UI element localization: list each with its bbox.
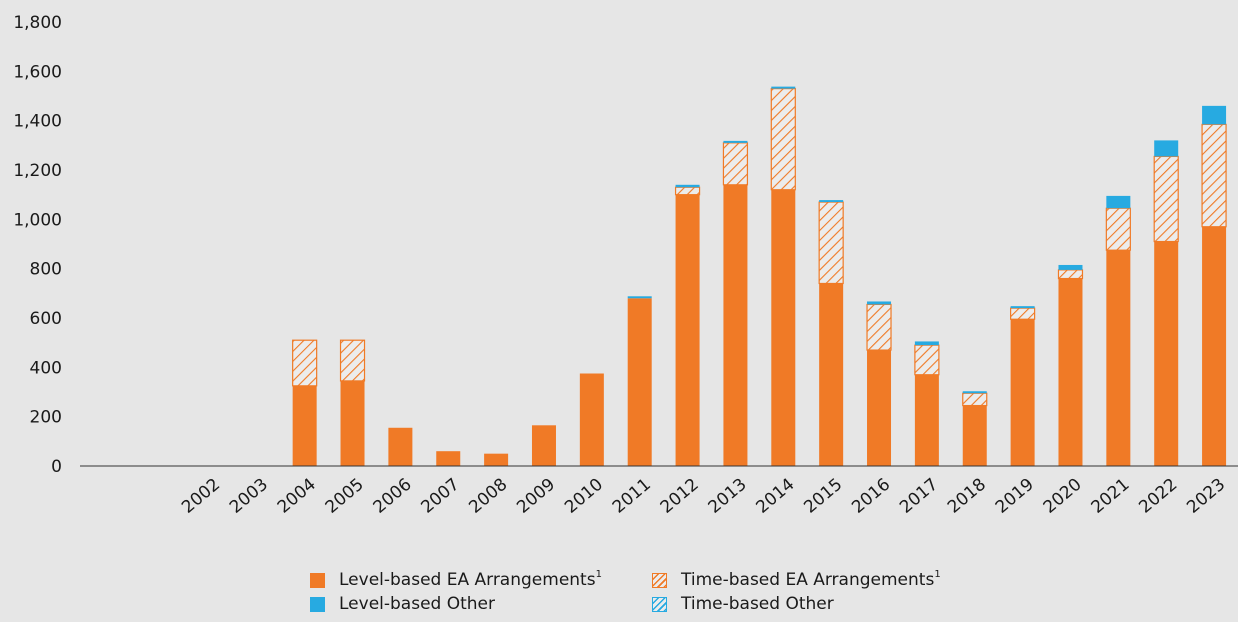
x-tick-label: 2023 [1183, 475, 1229, 518]
bar-segment-level-based-ea-arrangements-2006 [388, 427, 413, 466]
bar-segment-level-based-ea-arrangements-2017 [914, 374, 939, 466]
bar-segment-level-based-other-2014 [771, 86, 796, 89]
x-tick-label: 2007 [417, 475, 463, 518]
bar-segment-level-based-ea-arrangements-2014 [771, 189, 796, 466]
bar-segment-level-based-ea-arrangements-2018 [962, 405, 987, 466]
bar-segment-level-based-other-2018 [962, 391, 987, 394]
bar-segment-level-based-other-2022 [1154, 140, 1179, 157]
bar-segment-level-based-ea-arrangements-2013 [723, 184, 748, 467]
bar-segment-level-based-ea-arrangements-2008 [484, 453, 509, 466]
bar-segment-time-based-ea-arrangements-2004 [292, 339, 318, 387]
bar-segment-time-based-ea-arrangements-2013 [722, 142, 749, 186]
legend-label-time-ea: Time-based EA Arrangements [681, 570, 935, 590]
x-tick-label: 2017 [896, 475, 942, 518]
legend-label-time-other: Time-based Other [681, 594, 834, 614]
legend-item-time-other: Time-based Other [652, 594, 982, 614]
legend-swatch-level-ea [310, 572, 325, 588]
bar-segment-level-based-ea-arrangements-2016 [867, 350, 892, 466]
bar-segment-level-based-other-2017 [914, 341, 939, 346]
y-tick-label: 1,000 [13, 210, 62, 230]
bar-segment-level-based-ea-arrangements-2023 [1202, 226, 1227, 466]
x-tick-label: 2014 [753, 475, 799, 518]
x-axis: 2002 2003 2004 2005 2006 2007 2008 2009 2010 2011… [80, 465, 1238, 518]
bar-segment-level-based-ea-arrangements-2021 [1106, 250, 1131, 466]
y-tick-label: 0 [51, 457, 62, 477]
x-tick-label: 2016 [848, 475, 894, 518]
x-tick-label: 2009 [513, 475, 559, 518]
bar-segment-level-based-ea-arrangements-2009 [531, 425, 556, 466]
bar-segment-time-based-ea-arrangements-2012 [674, 186, 701, 196]
y-tick-label: 600 [30, 309, 62, 329]
bar-segment-level-based-other-2020 [1058, 264, 1083, 270]
x-tick-label: 2006 [370, 475, 416, 518]
bar-segment-time-based-ea-arrangements-2018 [962, 392, 988, 407]
x-tick-label: 2003 [226, 475, 272, 518]
x-tick-label: 2011 [609, 475, 655, 518]
x-tick-label: 2019 [992, 475, 1038, 518]
legend-label-level-other: Level-based Other [339, 594, 495, 614]
legend-item-level-other: Level-based Other [310, 594, 652, 614]
legend-swatch-time-ea [652, 572, 667, 588]
y-tick-label: 400 [30, 358, 62, 378]
legend-swatch-time-other [652, 596, 667, 612]
x-tick-label: 2012 [657, 475, 703, 518]
x-tick-label: 2005 [322, 475, 368, 518]
legend-label-level-ea: Level-based EA Arrangements [339, 570, 596, 590]
bar-segment-level-based-ea-arrangements-2020 [1058, 278, 1083, 466]
x-tick-label: 2020 [1040, 475, 1086, 518]
y-tick-label: 1,600 [13, 62, 62, 82]
x-tick-label: 2022 [1135, 475, 1181, 518]
x-tick-label: 2013 [705, 475, 751, 518]
x-tick-label: 2021 [1088, 475, 1134, 518]
legend-item-time-ea: Time-based EA Arrangements 1 [652, 568, 982, 590]
legend-footnote-time-ea: 1 [934, 568, 941, 580]
bar-segment-time-based-ea-arrangements-2021 [1105, 207, 1131, 251]
bars [292, 86, 1227, 467]
bar-segment-level-based-other-2023 [1202, 105, 1227, 125]
y-axis: 0 200 400 600 800 1,000 1,200 1,400 1,600 1,800 [13, 13, 62, 477]
bar-segment-time-based-ea-arrangements-2014 [770, 87, 796, 191]
y-tick-label: 1,800 [13, 13, 62, 33]
bar-segment-level-based-ea-arrangements-2011 [627, 298, 652, 466]
bar-segment-time-based-ea-arrangements-2020 [1057, 269, 1084, 280]
x-tick-label: 2015 [800, 475, 846, 518]
bar-segment-level-based-other-2016 [867, 301, 892, 305]
stacked-bar-chart: 0 200 400 600 800 1,000 1,200 1,400 1,600 1,800 2… [13, 13, 1238, 518]
bar-segment-time-based-ea-arrangements-2019 [1010, 307, 1036, 320]
legend-swatch-level-other [310, 596, 325, 612]
x-tick-label: 2010 [561, 475, 607, 518]
bar-segment-level-based-other-2019 [1010, 306, 1035, 309]
bar-segment-time-based-ea-arrangements-2015 [818, 201, 844, 285]
y-tick-label: 800 [30, 260, 62, 280]
x-tick-label: 2008 [465, 475, 511, 518]
x-tick-label: 2004 [274, 475, 320, 518]
y-tick-label: 1,200 [13, 161, 62, 181]
y-tick-label: 200 [30, 408, 62, 428]
bar-segment-time-based-ea-arrangements-2017 [914, 344, 940, 376]
bar-segment-level-based-ea-arrangements-2019 [1010, 319, 1035, 466]
bar-segment-level-based-ea-arrangements-2015 [819, 283, 844, 466]
bar-segment-level-based-ea-arrangements-2004 [292, 385, 317, 466]
bar-segment-level-based-other-2011 [627, 296, 652, 299]
bar-segment-level-based-ea-arrangements-2022 [1154, 241, 1179, 466]
bar-segment-level-based-other-2021 [1106, 195, 1131, 209]
bar-segment-level-based-ea-arrangements-2010 [579, 373, 604, 466]
bar-segment-time-based-ea-arrangements-2023 [1201, 123, 1227, 228]
y-tick-label: 1,400 [13, 112, 62, 132]
bar-segment-time-based-ea-arrangements-2016 [866, 303, 892, 351]
bar-segment-time-based-ea-arrangements-2022 [1153, 155, 1179, 243]
legend-item-level-ea: Level-based EA Arrangements 1 [310, 568, 652, 590]
x-tick-label: 2002 [178, 475, 224, 518]
bar-segment-level-based-ea-arrangements-2007 [436, 451, 461, 466]
bar-segment-level-based-other-2015 [819, 200, 844, 203]
bar-segment-level-based-ea-arrangements-2005 [340, 380, 365, 466]
bar-segment-level-based-other-2012 [675, 184, 700, 188]
legend-footnote-level-ea: 1 [595, 568, 602, 580]
x-tick-label: 2018 [944, 475, 990, 518]
bar-segment-level-based-other-2013 [723, 140, 748, 143]
bar-segment-time-based-ea-arrangements-2005 [339, 339, 366, 382]
legend: Level-based EA Arrangements 1 Time-based … [310, 568, 982, 614]
bar-segment-level-based-ea-arrangements-2012 [675, 194, 700, 466]
